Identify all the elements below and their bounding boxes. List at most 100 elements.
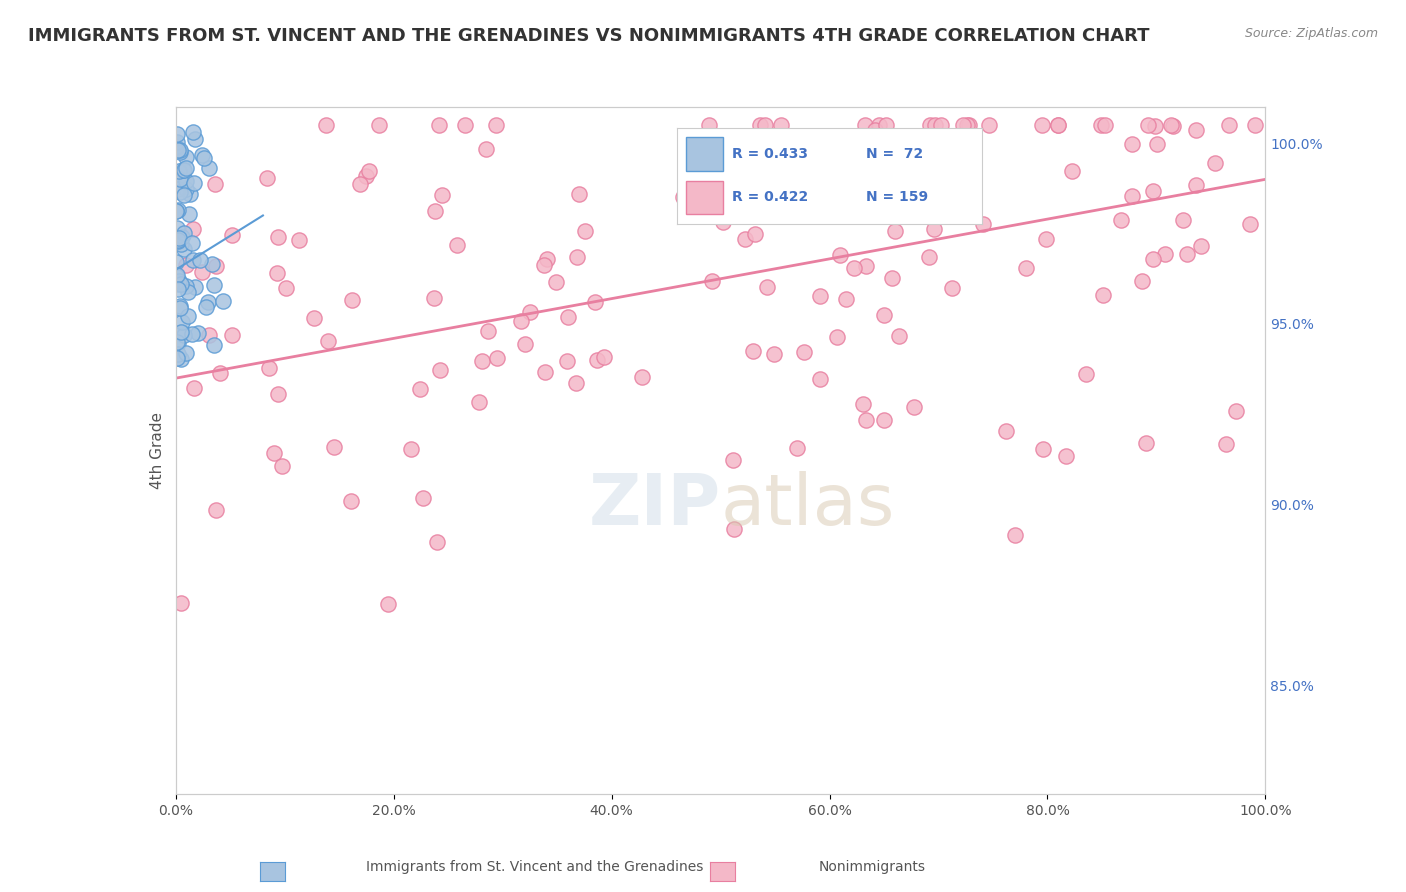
Point xyxy=(941,281,963,295)
Point xyxy=(1031,118,1053,132)
Point xyxy=(180,236,202,251)
Point xyxy=(173,327,195,342)
Point xyxy=(349,177,371,191)
Point xyxy=(166,140,188,154)
Point xyxy=(772,162,794,177)
Point xyxy=(825,330,848,344)
Point xyxy=(586,353,609,368)
Point xyxy=(426,534,449,549)
Point xyxy=(167,181,190,195)
Point xyxy=(172,230,194,244)
Point xyxy=(166,221,188,235)
Point xyxy=(875,118,897,132)
Text: ZIP: ZIP xyxy=(588,471,721,540)
Point xyxy=(1135,436,1157,450)
Point xyxy=(165,203,187,218)
Point xyxy=(1175,247,1198,261)
Point xyxy=(519,305,541,319)
Point xyxy=(423,204,446,219)
Point xyxy=(173,227,195,241)
Point xyxy=(903,401,925,415)
Point xyxy=(468,395,491,409)
Point xyxy=(853,118,876,132)
Point xyxy=(546,276,568,290)
Point xyxy=(202,338,225,352)
Point xyxy=(166,172,188,186)
Point xyxy=(169,231,191,245)
Point xyxy=(702,274,724,288)
Point xyxy=(1090,118,1112,132)
Point xyxy=(201,257,224,271)
Point xyxy=(1142,252,1164,266)
Point xyxy=(475,142,498,156)
Point xyxy=(169,186,191,200)
Text: atlas: atlas xyxy=(721,471,896,540)
Point xyxy=(485,118,508,132)
Point xyxy=(835,293,858,307)
Point xyxy=(868,118,890,132)
Point xyxy=(197,294,219,309)
Point xyxy=(183,381,205,395)
Point xyxy=(883,224,905,238)
Y-axis label: 4th Grade: 4th Grade xyxy=(149,412,165,489)
Point xyxy=(929,180,952,194)
Point xyxy=(1136,118,1159,132)
Point xyxy=(783,150,806,164)
Point xyxy=(887,329,910,343)
Point xyxy=(762,347,785,361)
Point xyxy=(183,176,205,190)
Point xyxy=(167,233,190,247)
Point xyxy=(170,351,193,366)
Point xyxy=(808,289,831,303)
Point xyxy=(165,268,187,283)
Point xyxy=(169,144,191,158)
Point xyxy=(167,282,190,296)
Point xyxy=(956,118,979,132)
Point xyxy=(204,177,226,191)
Point xyxy=(1032,442,1054,456)
Point xyxy=(174,182,197,196)
Point xyxy=(427,118,450,132)
Point xyxy=(873,413,896,427)
Point xyxy=(315,118,337,132)
Point xyxy=(174,161,197,175)
Point xyxy=(793,345,815,359)
Point xyxy=(167,277,190,291)
Point xyxy=(1092,288,1115,302)
Point xyxy=(741,343,763,358)
Point xyxy=(174,345,197,359)
Point xyxy=(174,279,197,293)
Point xyxy=(205,502,228,516)
Point xyxy=(557,354,579,368)
Point xyxy=(174,174,197,188)
Point xyxy=(195,300,218,314)
Point xyxy=(1239,218,1261,232)
Point xyxy=(288,234,311,248)
Point xyxy=(979,118,1001,132)
Point xyxy=(172,163,194,178)
Point xyxy=(929,118,952,132)
Point xyxy=(256,170,278,185)
Point xyxy=(454,118,477,132)
Point xyxy=(169,145,191,159)
Point xyxy=(191,148,214,162)
Point xyxy=(170,325,193,339)
Point xyxy=(533,258,555,272)
Point xyxy=(510,314,533,328)
Point xyxy=(181,222,204,236)
Point xyxy=(209,366,232,380)
Point xyxy=(169,172,191,186)
Point xyxy=(786,441,808,455)
Point xyxy=(170,325,193,339)
Point xyxy=(198,327,221,342)
Point xyxy=(924,118,946,132)
Point xyxy=(1225,404,1247,418)
Point xyxy=(166,335,188,350)
Point xyxy=(565,376,588,390)
Point xyxy=(744,227,766,242)
Point xyxy=(808,372,831,386)
Point xyxy=(165,204,187,219)
Point xyxy=(187,326,209,340)
Point xyxy=(855,413,877,427)
Point xyxy=(1142,184,1164,198)
